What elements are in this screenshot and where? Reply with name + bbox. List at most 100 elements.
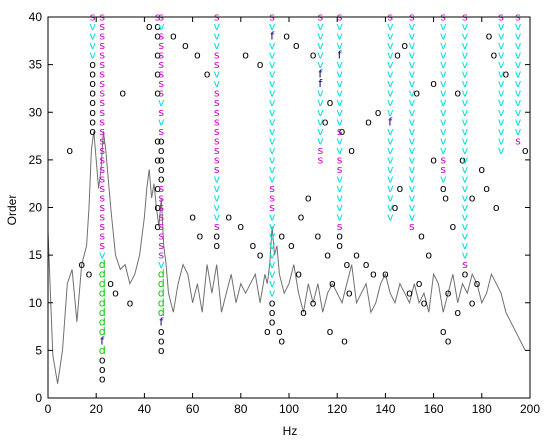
pole-marker-o: o bbox=[365, 115, 372, 128]
pole-marker-f: f bbox=[318, 68, 323, 81]
pole-marker-v: v bbox=[336, 172, 343, 185]
pole-marker-s: s bbox=[158, 49, 164, 62]
pole-marker-v: v bbox=[89, 30, 96, 43]
pole-marker-o: o bbox=[421, 296, 428, 309]
pole-marker-s: s bbox=[99, 125, 105, 138]
pole-marker-v: v bbox=[515, 77, 522, 90]
pole-marker-v: v bbox=[498, 58, 505, 71]
pole-marker-o: o bbox=[327, 96, 334, 109]
pole-marker-s: s bbox=[158, 239, 164, 252]
pole-marker-v: v bbox=[269, 68, 276, 81]
pole-marker-v: v bbox=[317, 30, 324, 43]
pole-marker-v: v bbox=[158, 258, 165, 271]
pole-marker-s: s bbox=[158, 191, 164, 204]
pole-marker-v: v bbox=[515, 68, 522, 81]
pole-marker-v: v bbox=[387, 49, 394, 62]
pole-marker-o: o bbox=[158, 334, 165, 347]
pole-marker-v: v bbox=[515, 87, 522, 100]
pole-marker-o: o bbox=[249, 239, 256, 252]
pole-marker-v: v bbox=[269, 87, 276, 100]
pole-marker-v: v bbox=[409, 39, 416, 52]
pole-marker-v: v bbox=[387, 144, 394, 157]
pole-marker-s: s bbox=[214, 134, 220, 147]
pole-marker-v: v bbox=[317, 115, 324, 128]
x-tick-label: 140 bbox=[375, 402, 395, 416]
pole-marker-o: o bbox=[127, 296, 134, 309]
pole-marker-o: o bbox=[327, 325, 334, 338]
pole-marker-o: o bbox=[430, 77, 437, 90]
pole-marker-o: o bbox=[213, 230, 220, 243]
pole-marker-s: s bbox=[99, 163, 105, 176]
pole-marker-o: o bbox=[295, 268, 302, 281]
pole-marker-v: v bbox=[213, 182, 220, 195]
pole-marker-v: v bbox=[462, 115, 469, 128]
pole-marker-v: v bbox=[440, 87, 447, 100]
pole-marker-v: v bbox=[409, 77, 416, 90]
pole-marker-v: v bbox=[462, 191, 469, 204]
pole-marker-s: s bbox=[158, 230, 164, 243]
pole-marker-s: s bbox=[99, 49, 105, 62]
pole-marker-v: v bbox=[462, 106, 469, 119]
pole-marker-o: o bbox=[182, 39, 189, 52]
pole-marker-o: o bbox=[89, 115, 96, 128]
pole-marker-s: s bbox=[158, 39, 164, 52]
y-tick-label: 15 bbox=[29, 248, 43, 262]
pole-marker-o: o bbox=[363, 258, 370, 271]
pole-marker-v: v bbox=[515, 49, 522, 62]
pole-marker-v: v bbox=[498, 134, 505, 147]
pole-marker-o: o bbox=[343, 258, 350, 271]
pole-marker-v: v bbox=[317, 49, 324, 62]
pole-marker-v: v bbox=[440, 68, 447, 81]
pole-marker-o: o bbox=[89, 77, 96, 90]
pole-marker-o: o bbox=[324, 249, 331, 262]
pole-marker-s: s bbox=[158, 220, 164, 233]
pole-marker-s: s bbox=[337, 153, 343, 166]
pole-marker-o: o bbox=[288, 239, 295, 252]
pole-marker-v: v bbox=[269, 115, 276, 128]
y-axis-ticks: 0 5 10 15 20 25 30 35 40 bbox=[29, 10, 530, 405]
pole-marker-o: o bbox=[154, 68, 161, 81]
pole-marker-v: v bbox=[515, 39, 522, 52]
x-tick-label: 40 bbox=[138, 402, 152, 416]
pole-marker-v: v bbox=[462, 220, 469, 233]
pole-marker-v: v bbox=[387, 30, 394, 43]
pole-marker-o: o bbox=[396, 182, 403, 195]
pole-marker-v: v bbox=[269, 106, 276, 119]
pole-marker-o: o bbox=[300, 306, 307, 319]
pole-marker-o: o bbox=[269, 296, 276, 309]
pole-marker-o: o bbox=[154, 201, 161, 214]
pole-marker-s: s bbox=[99, 182, 105, 195]
pole-marker-v: v bbox=[498, 68, 505, 81]
pole-marker-v: v bbox=[409, 144, 416, 157]
pole-marker-v: v bbox=[462, 201, 469, 214]
pole-marker-s: s bbox=[214, 153, 220, 166]
pole-marker-v: v bbox=[89, 20, 96, 33]
pole-marker-s: s bbox=[214, 115, 220, 128]
pole-marker-v: v bbox=[462, 211, 469, 224]
pole-marker-s: s bbox=[99, 96, 105, 109]
pole-marker-s: s bbox=[214, 58, 220, 71]
pole-marker-o: o bbox=[89, 58, 96, 71]
pole-marker-v: v bbox=[317, 58, 324, 71]
pole-marker-o: o bbox=[269, 306, 276, 319]
pole-marker-o: o bbox=[442, 191, 449, 204]
pole-marker-s: s bbox=[515, 134, 521, 147]
pole-marker-s: s bbox=[158, 211, 164, 224]
pole-marker-v: v bbox=[409, 201, 416, 214]
pole-marker-o: o bbox=[158, 163, 165, 176]
pole-marker-s: s bbox=[99, 191, 105, 204]
pole-marker-v: v bbox=[409, 134, 416, 147]
pole-marker-s: s bbox=[158, 58, 164, 71]
pole-marker-o: o bbox=[416, 277, 423, 290]
pole-marker-v: v bbox=[440, 172, 447, 185]
pole-marker-o: o bbox=[154, 134, 161, 147]
y-tick-label: 10 bbox=[29, 296, 43, 310]
pole-marker-v: v bbox=[213, 30, 220, 43]
pole-marker-s: s bbox=[269, 201, 275, 214]
pole-marker-o: o bbox=[503, 68, 510, 81]
pole-marker-v: v bbox=[387, 68, 394, 81]
pole-marker-v: v bbox=[462, 68, 469, 81]
pole-marker-v: v bbox=[269, 277, 276, 290]
pole-marker-v: v bbox=[269, 49, 276, 62]
pole-marker-v: v bbox=[409, 106, 416, 119]
